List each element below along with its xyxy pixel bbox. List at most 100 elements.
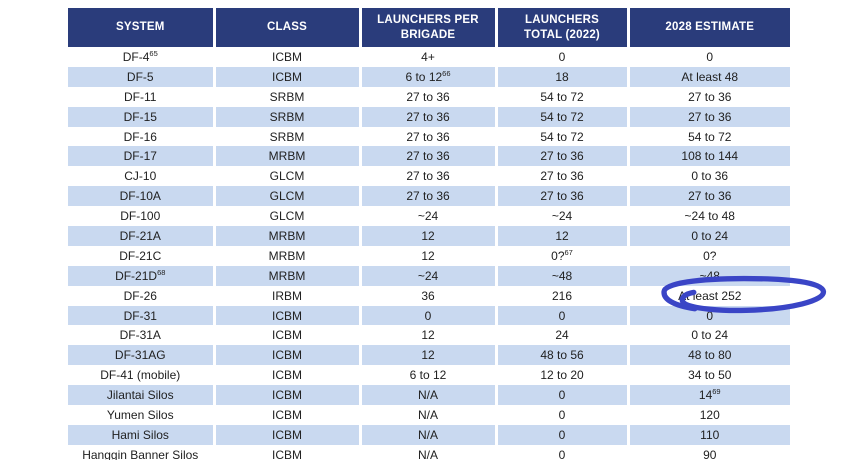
- footnote-marker: 69: [712, 387, 721, 397]
- cell-system: Hanggin Banner Silos: [68, 444, 216, 460]
- cell-launchers-per-brigade: 12: [360, 226, 498, 246]
- cell-2028-estimate: 0 to 36: [628, 166, 790, 186]
- table-row: DF-21D68 MRBM ~24 ~48 ~48: [68, 265, 790, 286]
- cell-launchers-per-brigade: 0: [360, 305, 498, 326]
- estimate-2028-value: 27 to 36: [688, 89, 732, 104]
- column-header-2028-estimate: 2028 ESTIMATE: [628, 8, 790, 47]
- cell-launchers-per-brigade: 6 to 12: [360, 365, 498, 386]
- cell-2028-estimate: ~24 to 48: [628, 206, 790, 226]
- cell-launchers-per-brigade: 27 to 36: [360, 106, 498, 127]
- cell-class: ICBM: [214, 325, 362, 346]
- cell-class: ICBM: [214, 345, 362, 366]
- table-row: DF-17 MRBM 27 to 36 27 to 36 108 to 144: [68, 146, 790, 167]
- class-value: SRBM: [269, 89, 305, 104]
- estimate-2028-value: 0 to 24: [691, 328, 729, 343]
- cell-system: DF-11: [68, 86, 216, 107]
- cell-launchers-per-brigade: N/A: [360, 424, 498, 445]
- estimate-2028-value: At least 48: [681, 69, 739, 84]
- cell-launchers-per-brigade: 27 to 36: [360, 126, 498, 147]
- cell-launchers-total-2022: 18: [496, 66, 630, 87]
- launchers-per-brigade-value: 12: [421, 248, 435, 263]
- cell-class: MRBM: [214, 245, 362, 266]
- footnote-marker: 68: [157, 267, 166, 277]
- launchers-per-brigade-value: 27 to 36: [406, 129, 450, 144]
- table-row: DF-31 ICBM 0 0 0: [68, 305, 790, 326]
- launchers-per-brigade-value: 27 to 36: [406, 89, 450, 104]
- cell-system: DF-100: [68, 206, 216, 227]
- cell-system: DF-31A: [68, 325, 216, 346]
- cell-launchers-total-2022: 0: [496, 385, 630, 406]
- cell-launchers-per-brigade: 6 to 1266: [360, 66, 498, 87]
- table-row: DF-16 SRBM 27 to 36 54 to 72 54 to 72: [68, 126, 790, 147]
- cell-launchers-total-2022: 24: [496, 325, 630, 346]
- cell-launchers-total-2022: 0: [496, 305, 630, 326]
- class-value: SRBM: [269, 109, 305, 124]
- cell-class: ICBM: [214, 47, 362, 67]
- launchers-per-brigade-value: 6 to 12: [409, 368, 447, 383]
- cell-launchers-per-brigade: 36: [360, 285, 498, 306]
- cell-launchers-per-brigade: 27 to 36: [360, 166, 498, 187]
- cell-launchers-per-brigade: ~24: [360, 265, 498, 286]
- cell-2028-estimate: 0?: [628, 246, 790, 266]
- cell-launchers-total-2022: 0?67: [496, 245, 630, 266]
- cell-system: DF-31: [68, 305, 216, 326]
- cell-system: DF-21D68: [68, 265, 216, 286]
- system-name: Jilantai Silos: [106, 388, 174, 403]
- launchers-total-2022-value: 54 to 72: [540, 109, 584, 124]
- cell-class: ICBM: [214, 385, 362, 406]
- cell-system: DF-465: [68, 47, 216, 67]
- class-value: ICBM: [272, 368, 302, 383]
- cell-2028-estimate: 0: [628, 47, 790, 67]
- estimate-2028-value: 120: [699, 407, 720, 422]
- table-row: CJ-10 GLCM 27 to 36 27 to 36 0 to 36: [68, 166, 790, 187]
- cell-2028-estimate: 34 to 50: [628, 365, 790, 385]
- cell-system: DF-26: [68, 285, 216, 306]
- table-row: DF-21C MRBM 12 0?67 0?: [68, 245, 790, 266]
- launchers-per-brigade-value: ~24: [417, 268, 439, 283]
- estimate-2028-value: ~24 to 48: [684, 209, 735, 224]
- cell-launchers-per-brigade: ~24: [360, 206, 498, 227]
- launchers-total-2022-value: 12: [555, 228, 569, 243]
- cell-2028-estimate: 1469: [628, 385, 790, 406]
- class-value: MRBM: [268, 268, 306, 283]
- launchers-per-brigade-value: 36: [421, 288, 435, 303]
- cell-2028-estimate: 0 to 24: [628, 226, 790, 246]
- column-header-system: SYSTEM: [68, 8, 216, 47]
- cell-launchers-total-2022: 54 to 72: [496, 106, 630, 127]
- cell-class: ICBM: [214, 444, 362, 460]
- cell-2028-estimate: 0 to 24: [628, 325, 790, 345]
- cell-class: SRBM: [214, 106, 362, 127]
- launchers-per-brigade-value: 6 to 12: [405, 69, 443, 84]
- cell-launchers-per-brigade: 27 to 36: [360, 86, 498, 107]
- cell-2028-estimate: 120: [628, 405, 790, 425]
- class-value: GLCM: [269, 169, 305, 184]
- system-name: DF-17: [123, 149, 157, 164]
- cell-launchers-per-brigade: N/A: [360, 444, 498, 460]
- launchers-total-2022-value: 216: [551, 288, 573, 303]
- launchers-total-2022-value: ~24: [551, 209, 573, 224]
- launchers-total-2022-value: 0: [558, 447, 566, 460]
- class-value: ICBM: [272, 308, 302, 323]
- cell-class: MRBM: [214, 146, 362, 167]
- launchers-per-brigade-value: 12: [421, 348, 435, 363]
- cell-launchers-total-2022: 216: [496, 285, 630, 306]
- system-name: DF-21D: [115, 268, 158, 283]
- cell-launchers-per-brigade: N/A: [360, 385, 498, 406]
- launchers-total-2022-value: 27 to 36: [540, 169, 584, 184]
- launchers-total-2022-value: 48 to 56: [540, 348, 584, 363]
- system-name: DF-31AG: [114, 348, 166, 363]
- system-name: DF-21A: [119, 228, 161, 243]
- system-name: DF-5: [126, 69, 154, 84]
- cell-class: ICBM: [214, 405, 362, 425]
- cell-class: GLCM: [214, 206, 362, 227]
- class-value: ICBM: [272, 407, 302, 422]
- cell-2028-estimate: 48 to 80: [628, 345, 790, 366]
- class-value: ICBM: [272, 447, 302, 460]
- estimate-2028-value: 54 to 72: [688, 129, 732, 144]
- cell-class: ICBM: [214, 365, 362, 386]
- launchers-total-2022-value: 18: [555, 69, 569, 84]
- table-row: DF-11 SRBM 27 to 36 54 to 72 27 to 36: [68, 86, 790, 107]
- estimate-2028-value: 27 to 36: [688, 109, 732, 124]
- system-name: DF-26: [123, 288, 157, 303]
- launchers-total-2022-value: 0: [558, 49, 566, 64]
